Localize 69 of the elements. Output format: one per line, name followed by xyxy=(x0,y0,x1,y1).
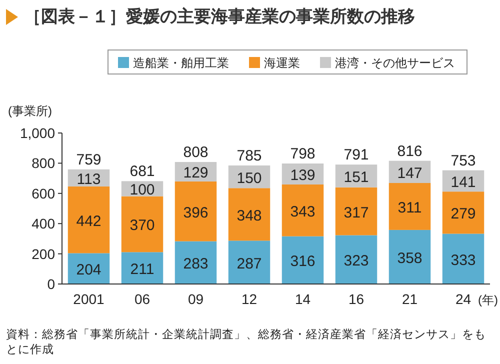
bar xyxy=(388,230,431,284)
data-label: 287 xyxy=(236,255,262,272)
legend-label: 海運業 xyxy=(264,56,300,70)
x-tick-label: 14 xyxy=(294,291,311,307)
data-label: 442 xyxy=(76,212,102,230)
x-tick-label: 06 xyxy=(134,291,150,307)
total-label: 791 xyxy=(344,146,369,164)
data-label: 204 xyxy=(76,262,102,279)
bar xyxy=(335,164,378,188)
x-tick-label: 2001 xyxy=(73,291,105,307)
x-tick-label: 24 xyxy=(455,291,472,307)
total-label: 681 xyxy=(130,163,155,180)
data-label: 396 xyxy=(183,204,208,222)
legend-label: 造船業・舶用工業 xyxy=(133,56,229,70)
text: 資料：総務省「事業所統計・企業統計調査」、総務省・経済産業省「経済センサス」をもとに作成 xyxy=(6,328,487,358)
data-label: 279 xyxy=(450,206,476,223)
total-label: 816 xyxy=(397,142,422,160)
bar xyxy=(68,186,110,254)
data-label: 100 xyxy=(130,182,155,199)
bar xyxy=(121,252,164,284)
data-label: 147 xyxy=(397,164,422,182)
data-label: 333 xyxy=(450,252,476,269)
x-axis-title: (年) xyxy=(478,293,498,307)
bar xyxy=(282,184,324,236)
bar xyxy=(228,188,270,241)
bar xyxy=(282,236,324,284)
data-label: 113 xyxy=(76,170,101,188)
total-label: 808 xyxy=(183,144,208,161)
total-label: 798 xyxy=(290,146,316,162)
data-label: 151 xyxy=(344,168,369,186)
bar xyxy=(335,187,378,236)
x-tick-label: 09 xyxy=(188,291,204,307)
bar xyxy=(228,240,270,284)
x-tick-label: 21 xyxy=(402,291,418,307)
bar xyxy=(442,234,484,284)
data-label: 150 xyxy=(236,170,262,187)
data-label: 358 xyxy=(397,250,422,267)
bar xyxy=(121,196,164,252)
y-tick-label: 1,000 xyxy=(20,125,56,141)
data-label: 323 xyxy=(344,252,369,270)
data-label: 348 xyxy=(236,207,262,224)
y-tick-label: 200 xyxy=(32,246,56,262)
data-label: 141 xyxy=(450,174,476,191)
y-tick-label: 800 xyxy=(32,155,56,172)
data-label: 283 xyxy=(183,256,208,273)
data-label: 311 xyxy=(398,199,422,216)
bar xyxy=(388,182,431,230)
bar xyxy=(335,235,378,284)
data-label: 370 xyxy=(130,217,155,234)
data-label: 317 xyxy=(344,204,369,222)
legend-label: 港湾・その他サービス xyxy=(335,56,455,70)
bar xyxy=(442,192,484,234)
y-axis-title: (事業所) xyxy=(8,104,52,118)
chart-title: ［図表－１］愛媛の主要海事産業の事業所数の推移 xyxy=(24,6,415,28)
total-label: 785 xyxy=(236,147,262,164)
total-label: 759 xyxy=(76,151,102,168)
y-tick-label: 400 xyxy=(32,216,56,232)
bar xyxy=(174,241,217,284)
data-label: 211 xyxy=(130,261,154,278)
y-tick-label: 600 xyxy=(32,185,56,202)
total-label: 753 xyxy=(450,152,476,170)
data-label: 343 xyxy=(290,203,316,220)
x-tick-label: 16 xyxy=(348,291,364,307)
y-tick-label: 0 xyxy=(47,276,56,292)
data-label: 316 xyxy=(290,253,316,270)
data-label: 139 xyxy=(290,166,316,184)
bar xyxy=(174,181,217,242)
data-label: 129 xyxy=(183,164,208,182)
x-tick-label: 12 xyxy=(241,291,258,307)
